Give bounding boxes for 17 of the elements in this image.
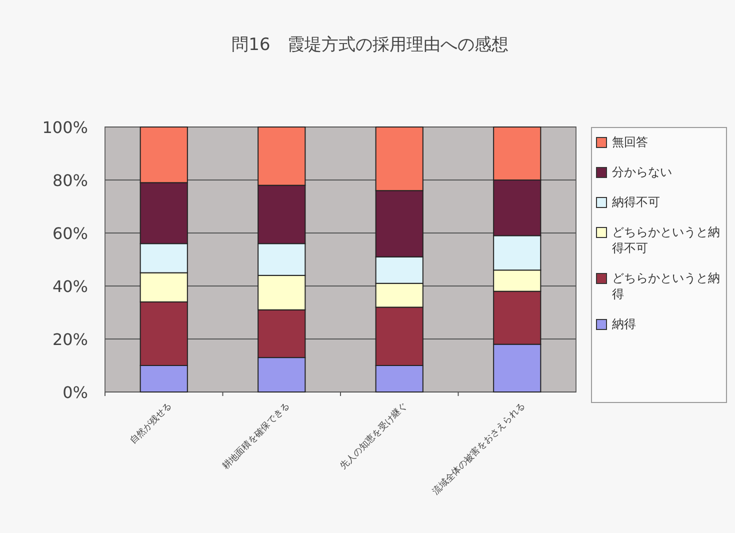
x-tick-label: 自然が残せる — [128, 400, 174, 446]
y-tick-label: 0% — [62, 383, 88, 402]
legend-label: 納得不可 — [612, 194, 660, 210]
legend-label: 分からない — [612, 164, 672, 180]
chart-title: 問16 霞堤方式の採用理由への感想 — [232, 35, 508, 55]
legend-label: どちらかというと納得不可 — [612, 224, 721, 256]
legend-label: 無回答 — [612, 134, 648, 150]
x-tick-label: 流域全体の被害をおさえられる — [430, 400, 528, 498]
y-tick-label: 100% — [42, 118, 88, 137]
legend-label: 納得 — [612, 316, 636, 332]
y-tick-label: 40% — [52, 277, 88, 296]
y-tick-label: 60% — [52, 224, 88, 243]
y-tick-label: 20% — [52, 330, 88, 349]
legend-label: どちらかというと納得 — [612, 270, 721, 302]
y-tick-label: 80% — [52, 171, 88, 190]
x-tick-label: 耕地面積を確保できる — [220, 400, 292, 472]
x-tick-label: 先人の知恵を受け継ぐ — [338, 400, 410, 472]
